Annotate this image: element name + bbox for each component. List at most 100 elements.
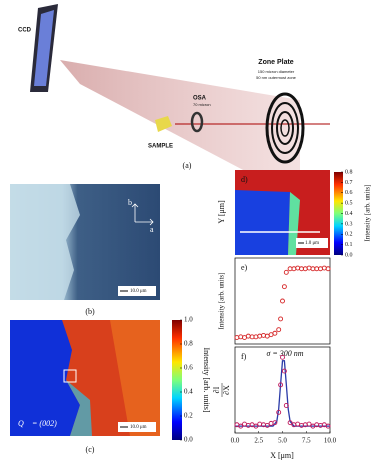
panel-c: Q⃗ = (002) 10.0 μm Intensity [arb. units…: [10, 320, 211, 454]
data-point: [287, 420, 293, 426]
label: CCD: [18, 28, 32, 34]
x-tick-label: 5.0: [278, 437, 287, 445]
x-tick-label: 0.0: [231, 437, 240, 445]
data-point: [257, 333, 263, 339]
colorbar-tick-label: 0.6: [184, 364, 193, 372]
colorbar-tick-label: 0.8: [345, 169, 353, 175]
scale-label: 10.0 μm: [130, 289, 147, 294]
note: 50 nm outermost zone: [256, 75, 297, 80]
tag: f): [241, 352, 247, 361]
data-point: [278, 382, 284, 388]
x-axis-label: X [μm]: [270, 451, 294, 460]
tag: d): [241, 175, 248, 184]
y-axis-label: Y [μm]: [217, 200, 226, 224]
colorbar-tick-label: 0.2: [184, 412, 193, 420]
data-point: [280, 298, 285, 304]
colorbar-tick-label: 0.6: [345, 190, 353, 196]
note: 150 micron diameter: [258, 69, 295, 74]
caption: (c): [86, 445, 95, 454]
data-point: [245, 333, 251, 339]
data-point: [306, 265, 312, 271]
zone-plate: [265, 92, 305, 164]
data-point: [234, 335, 240, 340]
fit-line: [235, 360, 330, 427]
annotation: σ = 300 nm: [266, 349, 303, 358]
scale-box: [296, 238, 328, 248]
data-point: [295, 265, 301, 271]
colorbar-tick-label: 0.4: [345, 211, 353, 217]
data-point: [253, 423, 259, 429]
osa: [190, 111, 204, 133]
x-tick-label: 7.5: [302, 437, 311, 445]
map-region: [110, 320, 160, 436]
data-point: [276, 409, 282, 415]
y-axis-label: ∂I ∂X: [212, 383, 231, 397]
colorbar-tick-label: 0.8: [184, 340, 193, 348]
roi: [63, 369, 77, 383]
colorbar-tick-label: 0.2: [345, 232, 353, 238]
data-point: [278, 316, 284, 322]
data-point: [281, 368, 287, 374]
label: SAMPLE: [148, 144, 173, 150]
plot-frame: [234, 346, 331, 434]
x-tick-label: 10.0: [324, 437, 337, 445]
data-point: [257, 421, 263, 427]
sample: [155, 116, 172, 132]
plots: e) Intensity [arb. units] f) σ = 300 nm …: [212, 257, 331, 460]
panel-b: b a 10.0 μm (b): [10, 184, 160, 316]
colorbar-tick-label: 0.4: [184, 388, 193, 396]
data-point: [283, 403, 289, 408]
map-region: [10, 320, 80, 436]
y-axis-label: Intensity [arb. units]: [218, 273, 226, 330]
data-point: [321, 265, 327, 271]
plot-frame: [234, 257, 331, 345]
colorbar-tick-label: 1.0: [184, 316, 193, 324]
scale-box: [118, 422, 156, 432]
scale-box: [118, 286, 156, 296]
panel-a: CCD Zone Plate 150 micron diameter 50 nm…: [18, 4, 330, 200]
data-point: [238, 334, 244, 340]
colorbar-tick-label: 0.1: [345, 242, 353, 248]
axes-arrows: [131, 203, 154, 226]
data-point: [238, 423, 244, 429]
colorbar: [172, 320, 182, 440]
data-point: [261, 332, 266, 338]
data-point: [325, 423, 331, 429]
map-region: [66, 380, 92, 436]
data-point: [280, 354, 285, 360]
data-point: [325, 266, 331, 272]
data-point: [268, 420, 274, 426]
colorbar-label: Intensity [arb. units]: [202, 347, 211, 412]
data-point: [272, 330, 278, 336]
data-point: [283, 269, 289, 275]
colorbar-tick-label: 0.0: [184, 436, 193, 444]
colorbar-tick-label: 0.7: [345, 180, 353, 186]
axis-label: b: [128, 198, 132, 207]
caption: (a): [183, 161, 192, 170]
beam: [60, 60, 300, 200]
note: 70 micron: [193, 102, 211, 107]
data-point: [306, 421, 312, 427]
colorbar-tick-label: 0.3: [345, 221, 353, 227]
panel-d: d) 1.0 μm Y [μm] Intensity [arb. units]: [217, 170, 372, 255]
data-point: [264, 422, 270, 428]
colorbar-label: Intensity [arb. units]: [364, 185, 372, 242]
scale-label: 10.0 μm: [130, 425, 147, 430]
colorbar: [334, 172, 343, 255]
fraction-num: ∂I: [212, 386, 221, 393]
label: OSA: [193, 96, 207, 102]
scale-label: 1.0 μm: [305, 241, 319, 246]
label: Zone Plate: [258, 59, 294, 66]
ccd-pattern: [34, 10, 54, 86]
data-point: [276, 327, 282, 333]
label: Q⃗ = (002): [18, 419, 57, 428]
data-point: [299, 422, 304, 428]
data-point: [272, 420, 278, 426]
caption: (b): [85, 307, 95, 316]
data-point: [318, 422, 323, 428]
colorbar-tick-label: 0.5: [345, 201, 353, 207]
x-tick-label: 2.5: [254, 437, 263, 445]
region: [10, 184, 80, 300]
data-point: [281, 284, 287, 290]
